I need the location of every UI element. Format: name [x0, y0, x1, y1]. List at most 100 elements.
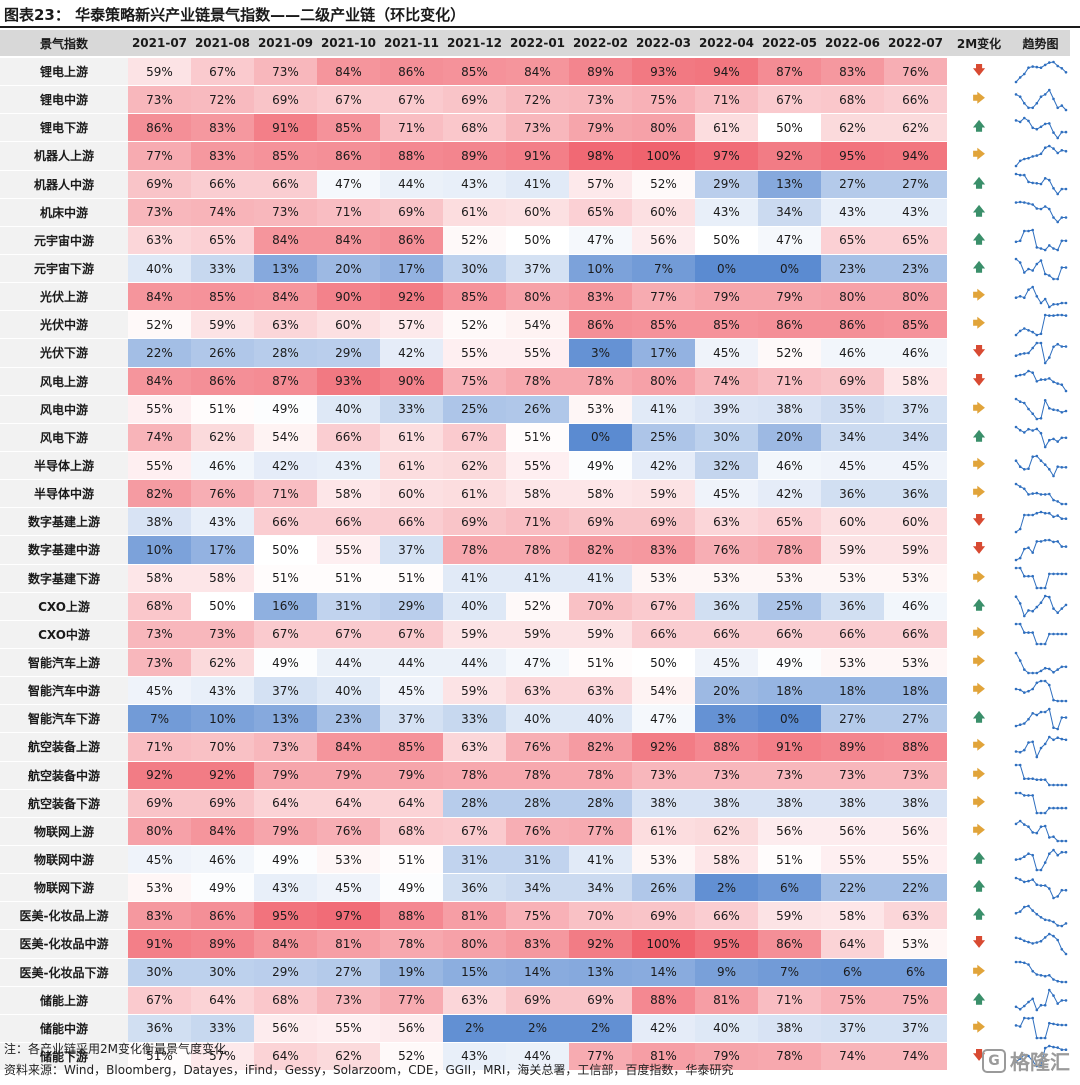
value-cell: 95%: [695, 930, 758, 959]
sparkline-point: [1022, 1004, 1026, 1008]
value-cell: 18%: [758, 677, 821, 706]
sparkline-point: [1047, 707, 1051, 711]
sparkline-point: [1047, 667, 1051, 670]
sparkline-point: [1060, 187, 1063, 191]
value-cell: 66%: [632, 620, 695, 649]
value-cell: 88%: [380, 142, 443, 171]
value-cell: 70%: [191, 733, 254, 762]
value-cell: 79%: [254, 817, 317, 846]
value-cell: 66%: [317, 423, 380, 452]
value-cell: 51%: [506, 423, 569, 452]
value-cell: 85%: [191, 283, 254, 312]
sparkline-point: [1035, 713, 1038, 717]
sparkline-chart: [1014, 454, 1067, 477]
value-cell: 33%: [191, 254, 254, 284]
value-cell: 92%: [569, 930, 632, 959]
value-cell: 84%: [128, 283, 191, 312]
sparkline-point: [1035, 207, 1038, 211]
figure-title: 图表23： 华泰策略新兴产业链景气指数——二级产业链（环比变化）: [4, 6, 466, 24]
value-cell: 79%: [695, 1042, 758, 1072]
table-row: 物联网上游 80% 84% 79% 76% 68% 67% 76% 77% 61% 62% 56% 56…: [0, 817, 1070, 846]
trend-sparkline: [1011, 789, 1070, 818]
value-cell: 9%: [695, 958, 758, 987]
trend-sparkline: [1011, 395, 1070, 424]
sparkline-point: [1039, 679, 1042, 682]
sparkline-point: [1035, 586, 1038, 590]
change-down-arrow-icon: 🡇: [947, 58, 1011, 87]
value-cell: 57%: [380, 311, 443, 340]
sparkline-point: [1043, 742, 1046, 746]
sparkline-point: [1047, 314, 1051, 317]
sparkline-point: [1039, 669, 1042, 672]
value-cell: 53%: [821, 564, 884, 593]
value-cell: 37%: [821, 1014, 884, 1043]
sparkline-point: [1055, 409, 1059, 412]
value-cell: 17%: [380, 254, 443, 284]
value-cell: 40%: [317, 395, 380, 424]
sparkline-point: [1030, 574, 1034, 578]
sparkline-point: [1060, 633, 1063, 636]
sparkline-point: [1060, 545, 1063, 548]
value-cell: 69%: [569, 508, 632, 537]
value-cell: 75%: [821, 986, 884, 1015]
change-flat-arrow-icon: 🡆: [947, 564, 1011, 593]
sparkline-chart: [1014, 651, 1067, 674]
sparkline-point: [1030, 454, 1034, 458]
value-cell: 22%: [128, 339, 191, 368]
value-cell: 53%: [821, 648, 884, 678]
sparkline-point: [1035, 65, 1038, 68]
value-cell: 17%: [632, 339, 695, 368]
sparkline-point: [1026, 631, 1030, 635]
sparkline-point: [1014, 651, 1017, 654]
row-label: 航空装备下游: [0, 789, 128, 818]
value-cell: 91%: [758, 733, 821, 762]
value-cell: 47%: [758, 226, 821, 255]
value-cell: 43%: [443, 170, 506, 199]
sparkline-point: [1064, 921, 1067, 925]
sparkline-chart: [1014, 566, 1067, 590]
value-cell: 57%: [191, 1042, 254, 1072]
sparkline-point: [1014, 822, 1017, 826]
sparkline-point: [1014, 936, 1017, 940]
sparkline-point: [1014, 1024, 1017, 1028]
table-row: CXO上游 68% 50% 16% 31% 29% 40% 52% 70% 67% 36% 25% 36…: [0, 592, 1070, 621]
sparkline-point: [1026, 741, 1030, 744]
sparkline-chart: [1014, 707, 1067, 731]
sparkline-point: [1064, 1048, 1067, 1052]
value-cell: 43%: [695, 198, 758, 227]
value-cell: 61%: [380, 451, 443, 481]
sparkline-point: [1055, 249, 1059, 252]
value-cell: 46%: [191, 845, 254, 875]
sparkline-point: [1060, 148, 1063, 152]
value-cell: 79%: [758, 283, 821, 312]
value-cell: 73%: [254, 198, 317, 227]
value-cell: 77%: [380, 986, 443, 1015]
sparkline-point: [1051, 572, 1055, 576]
sparkline-point: [1043, 883, 1046, 887]
sparkline-point: [1064, 715, 1067, 719]
row-label: CXO上游: [0, 592, 128, 621]
value-cell: 88%: [380, 902, 443, 931]
sparkline-line: [1015, 905, 1066, 927]
value-cell: 76%: [317, 817, 380, 846]
sparkline-point: [1060, 737, 1063, 741]
header-month: 2022-07: [884, 30, 947, 58]
value-cell: 31%: [317, 592, 380, 621]
row-label: 航空装备中游: [0, 761, 128, 790]
value-cell: 83%: [821, 58, 884, 87]
trend-sparkline: [1011, 142, 1070, 171]
value-cell: 60%: [821, 508, 884, 537]
sparkline-point: [1060, 572, 1063, 576]
header-month: 2021-10: [317, 30, 380, 58]
value-cell: 49%: [191, 874, 254, 903]
row-label: 锂电下游: [0, 114, 128, 143]
value-cell: 86%: [380, 58, 443, 87]
sparkline-point: [1055, 136, 1059, 140]
value-cell: 36%: [884, 480, 947, 509]
value-cell: 14%: [632, 958, 695, 987]
sparkline-line: [1015, 933, 1066, 955]
value-cell: 47%: [317, 170, 380, 199]
value-cell: 22%: [884, 874, 947, 903]
value-cell: 73%: [254, 733, 317, 762]
value-cell: 82%: [128, 480, 191, 509]
